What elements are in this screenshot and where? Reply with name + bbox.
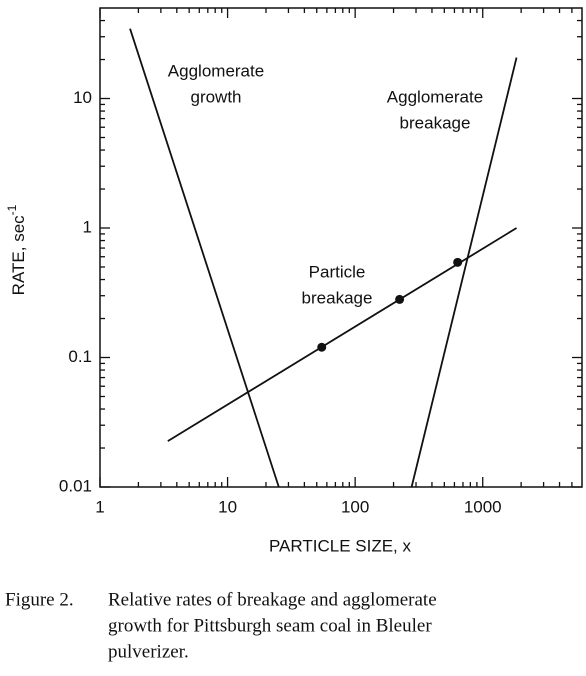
- data-line: [410, 57, 518, 488]
- x-tick-label: 1000: [464, 497, 502, 516]
- annotation: Agglomerate: [168, 61, 264, 80]
- y-tick-label: 10: [73, 88, 92, 107]
- x-tick-label: 1: [95, 497, 104, 516]
- caption-line: growth for Pittsburgh seam coal in Bleul…: [108, 615, 432, 636]
- y-axis-label-text: RATE, sec: [9, 215, 28, 295]
- caption-line: Relative rates of breakage and agglomera…: [108, 589, 437, 610]
- y-tick-label: 0.1: [68, 347, 92, 366]
- annotation: breakage: [400, 113, 471, 132]
- data-point: [395, 294, 405, 304]
- x-tick-label: 100: [341, 497, 369, 516]
- annotation: breakage: [302, 288, 373, 307]
- caption-line: pulverizer.: [108, 641, 189, 662]
- annotation: Particle: [309, 262, 366, 281]
- caption-label: Figure 2.: [5, 589, 74, 610]
- data-line: [129, 28, 280, 488]
- annotation: Agglomerate: [387, 87, 483, 106]
- annotation: growth: [190, 87, 241, 106]
- data-point: [317, 342, 327, 352]
- y-tick-label: 1: [83, 217, 92, 236]
- x-axis-label: PARTICLE SIZE, x: [269, 536, 412, 555]
- y-axis-label: RATE, sec-1: [5, 204, 28, 295]
- data-line: [167, 227, 518, 442]
- y-axis-label-sup: -1: [5, 204, 19, 215]
- y-tick-label: 0.01: [59, 476, 92, 495]
- x-tick-label: 10: [218, 497, 237, 516]
- data-point: [453, 257, 463, 267]
